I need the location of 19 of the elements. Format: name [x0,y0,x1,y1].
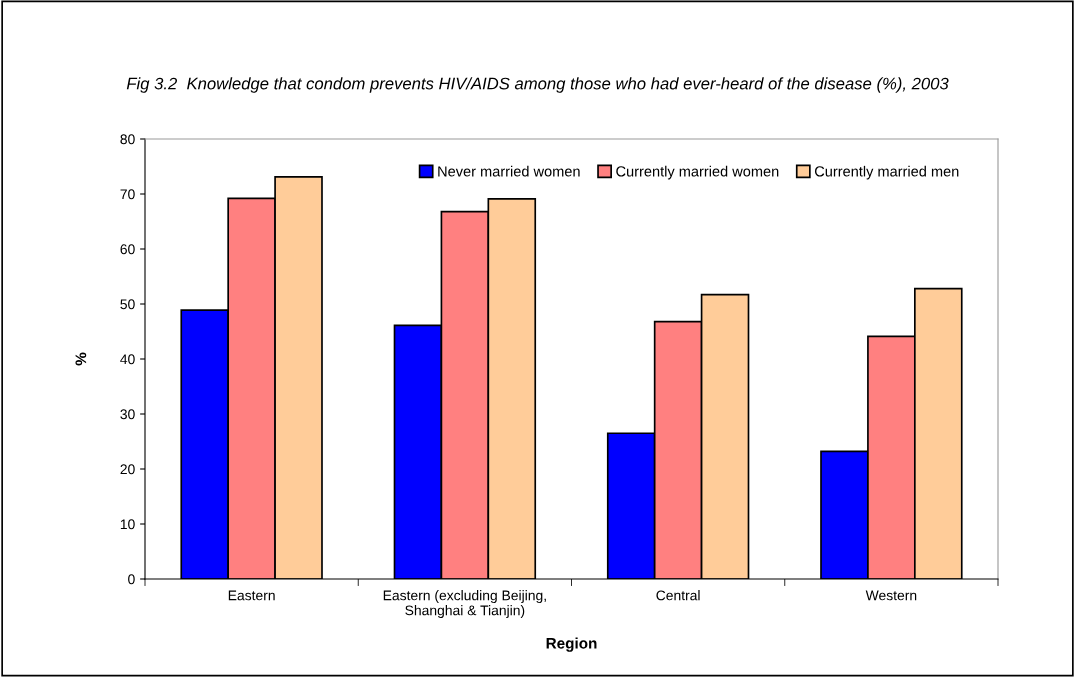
x-tick-label: Eastern (excluding Beijing, Shanghai & Tianjin) [383,590,546,619]
legend-label: Currently married women [616,165,779,180]
y-tick-label: 30 [120,409,135,420]
y-tick-label: 70 [120,189,135,200]
x-tick-label: Central [656,590,700,601]
x-tick-label: Eastern [228,590,275,601]
y-axis-title: % [75,352,87,366]
y-tick-label: 20 [120,464,135,475]
legend-label: Currently married men [814,165,959,180]
chart-title: Fig 3.2 Knowledge that condom prevents HIV/AIDS among those who had ever-heard of the disease (%), 2003 [126,77,949,93]
y-tick-label: 10 [120,519,135,530]
y-tick-label: 0 [128,574,135,585]
legend-label: Never married women [438,165,580,177]
x-axis-title: Region [546,637,597,652]
y-tick-label: 40 [120,354,135,365]
y-tick-label: 60 [120,244,135,255]
y-tick-label: 50 [120,299,135,310]
y-tick-label: 80 [120,134,135,145]
x-tick-label: Western [865,590,917,601]
